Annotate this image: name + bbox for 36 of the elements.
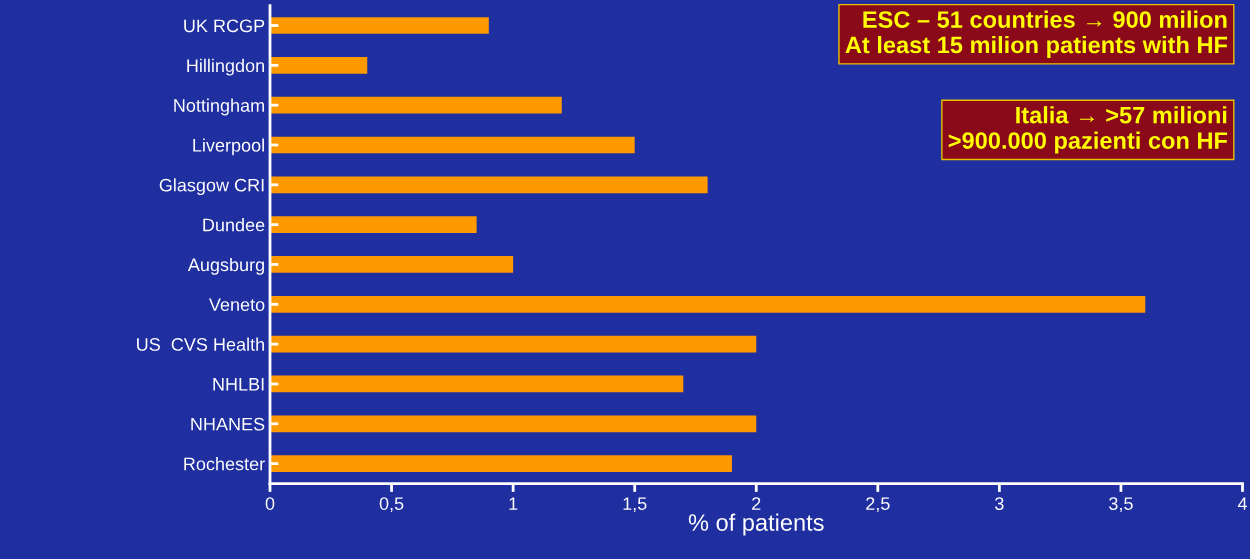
annotation: Italia → >57 milioni >900.000 pazienti con HF	[948, 106, 1228, 154]
bar	[270, 256, 514, 273]
y-tick-label: NHLBI	[213, 378, 264, 391]
bar	[270, 216, 477, 234]
x-tick-label: 3	[995, 497, 1004, 510]
bar	[270, 56, 368, 74]
x-tick-label: 3,5	[1109, 497, 1133, 513]
bar	[270, 136, 635, 154]
x-tick-label: 0,5	[379, 497, 404, 513]
bar	[270, 375, 684, 393]
y-tick-label: Augsburg	[187, 257, 264, 275]
x-tick-label: 1	[509, 497, 518, 510]
x-tick-label: 0	[265, 497, 275, 510]
y-tick-label: Veneto	[208, 298, 265, 312]
bar	[270, 415, 757, 433]
y-tick-label: Dundee	[203, 218, 265, 232]
bar	[270, 295, 1146, 313]
bar	[270, 335, 757, 353]
y-tick-label: NHANES	[191, 417, 265, 431]
bar	[270, 96, 562, 114]
y-tick-label: Hillingdon	[187, 58, 264, 76]
bar	[270, 17, 489, 34]
x-tick-label: 2,5	[866, 497, 890, 513]
y-tick-label: Glasgow CRI	[159, 178, 264, 196]
y-tick-label: UK RCGP	[184, 19, 265, 33]
y-tick-label: Rochester	[184, 457, 265, 471]
x-tick-label: 1,5	[623, 497, 647, 513]
bar	[270, 455, 732, 472]
annotation: ESC – 51 countries → 900 milion At least 15 milion patients with HF	[845, 10, 1228, 58]
bar	[270, 176, 708, 194]
y-tick-label: Liverpool	[193, 138, 264, 156]
x-tick-label: 2	[752, 497, 761, 510]
x-tick-label: 4	[1237, 497, 1247, 510]
x-axis-title: % of patients	[688, 513, 824, 536]
y-tick-label: US CVS Health	[137, 337, 264, 351]
y-tick-label: Nottingham	[174, 98, 264, 116]
